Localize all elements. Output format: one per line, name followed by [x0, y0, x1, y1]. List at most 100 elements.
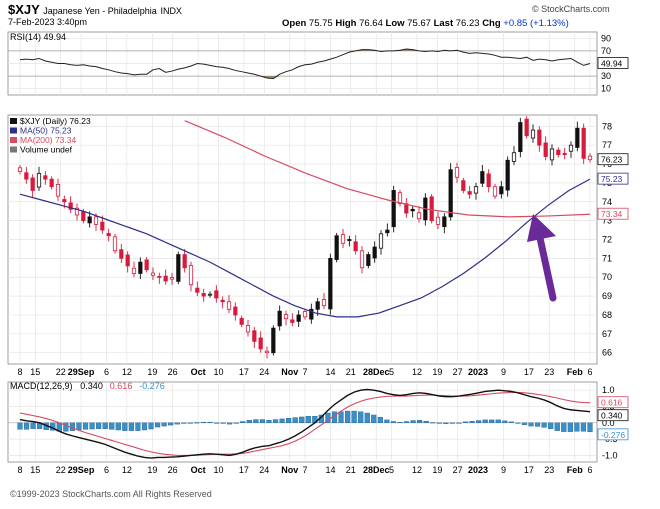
macd-x-tick-label: 17	[239, 465, 249, 475]
macd-histogram-bar	[266, 420, 272, 424]
candle-body	[239, 317, 244, 325]
price-x-tick-label: 24	[259, 367, 269, 377]
price-x-tick-label: 7	[302, 367, 307, 377]
macd-signal-last-value-box	[597, 396, 629, 409]
macd-histogram-bar	[534, 422, 541, 427]
candle-body	[182, 254, 187, 269]
rsi-legend: RSI(14) 49.94	[10, 32, 66, 42]
macd-x-tick-label: 9	[501, 465, 506, 475]
candle-body	[271, 327, 276, 354]
macd-histogram-bar	[502, 420, 508, 424]
candle-body	[24, 172, 29, 180]
price-x-tick-label: 8	[17, 367, 22, 377]
macd-histogram-bar	[423, 420, 429, 424]
candle-body	[87, 216, 92, 224]
macd-histogram-bar	[187, 422, 193, 424]
macd-last-value: 0.340	[601, 411, 623, 421]
macd-histogram-bar	[541, 422, 547, 428]
macd-histogram-bar	[154, 422, 161, 428]
candle-body	[315, 301, 320, 310]
macd-histogram-bar	[17, 422, 23, 430]
candle-body	[49, 178, 54, 188]
macd-histogram-bar	[292, 417, 298, 424]
rsi-last-value: 49.94	[601, 59, 623, 69]
candle-body	[188, 265, 194, 286]
macd-x-tick-label: 19	[147, 465, 157, 475]
candle-body	[448, 169, 453, 218]
macd-histogram-bar	[89, 422, 95, 430]
candle-body	[328, 257, 333, 310]
candle-body	[568, 144, 574, 152]
macd-histogram-bar	[148, 422, 154, 430]
price-legend-swatch	[10, 118, 17, 124]
rsi-line	[19, 48, 591, 80]
candle-body	[119, 249, 124, 259]
price-y-tick-label: 77	[602, 140, 612, 150]
candle-body	[486, 173, 491, 188]
macd-last-value-box	[597, 409, 629, 422]
ma200-line	[184, 120, 591, 218]
macd-histogram-bar	[449, 422, 456, 424]
candle-body	[435, 216, 441, 225]
macd-x-tick-label: 7	[302, 465, 307, 475]
macd-x-tick-label: Feb	[567, 465, 584, 475]
candle-body	[252, 330, 257, 342]
price-legend-entry: MA(200) 73.34	[20, 135, 76, 145]
macd-x-tick-label: 2023	[468, 465, 488, 475]
macd-histogram-bar	[69, 422, 76, 431]
macd-x-tick-label: 12	[122, 465, 132, 475]
macd-x-tick-label: 19	[432, 465, 442, 475]
candle-body	[309, 308, 314, 320]
copyright-footer: ©1999-2023 StockCharts.com All Rights Re…	[10, 489, 212, 499]
macd-histogram-bar	[299, 416, 305, 424]
price-x-tick-label: 2023	[468, 367, 488, 377]
candle-body	[575, 127, 580, 148]
macd-histogram-bar	[548, 422, 554, 429]
macd-histogram-bar	[23, 422, 30, 430]
annotation-arrow-shaft	[536, 234, 557, 302]
candle-body	[100, 221, 105, 231]
macd-histogram-bar	[259, 419, 266, 424]
candle-body	[385, 229, 390, 234]
candle-body	[467, 191, 472, 195]
macd-histogram-bar	[489, 419, 495, 424]
macd-x-tick-label: 28Dec	[363, 465, 390, 475]
candle-body	[334, 235, 339, 260]
price-y-tick-label: 66	[602, 348, 612, 358]
macd-histogram-bar	[109, 422, 115, 430]
candle-body	[68, 202, 73, 210]
macd-x-tick-label: 23	[544, 465, 554, 475]
candle-body	[138, 261, 143, 274]
chart-date: 7-Feb-2023 3:40pm	[8, 17, 88, 27]
macd-histogram-bar	[305, 416, 311, 424]
macd-hist-last-value: -0.276	[601, 430, 625, 440]
candle-body	[492, 186, 498, 197]
candle-body	[378, 233, 384, 249]
price-y-tick-label: 69	[602, 291, 612, 301]
last-value: 76.23	[455, 18, 480, 29]
macd-histogram-bar	[430, 422, 436, 424]
macd-histogram-bar	[253, 419, 259, 424]
candle-body	[505, 159, 510, 191]
price-x-tick-label: 6	[587, 367, 592, 377]
macd-histogram-bar	[397, 421, 403, 424]
macd-hist-last-value-box	[597, 428, 629, 441]
rsi-last-value-box	[597, 57, 629, 69]
macd-histogram-bar	[76, 422, 82, 431]
candle-body	[461, 180, 466, 191]
candle-body	[397, 192, 403, 205]
candle-body	[93, 216, 99, 225]
price-y-tick-label: 74	[602, 197, 612, 207]
macd-histogram-bar	[515, 422, 521, 424]
price-x-tick-label: 12	[122, 367, 132, 377]
candle-body	[549, 148, 555, 161]
macd-x-tick-label: 15	[30, 465, 40, 475]
candle-body	[296, 314, 301, 322]
macd-histogram-bar	[358, 411, 364, 424]
candle-body	[321, 299, 327, 306]
macd-legend-entry: MACD(12,26,9)	[10, 381, 73, 391]
candle-body	[36, 173, 42, 188]
candle-body	[347, 239, 352, 241]
price-x-tick-label: 17	[239, 367, 249, 377]
